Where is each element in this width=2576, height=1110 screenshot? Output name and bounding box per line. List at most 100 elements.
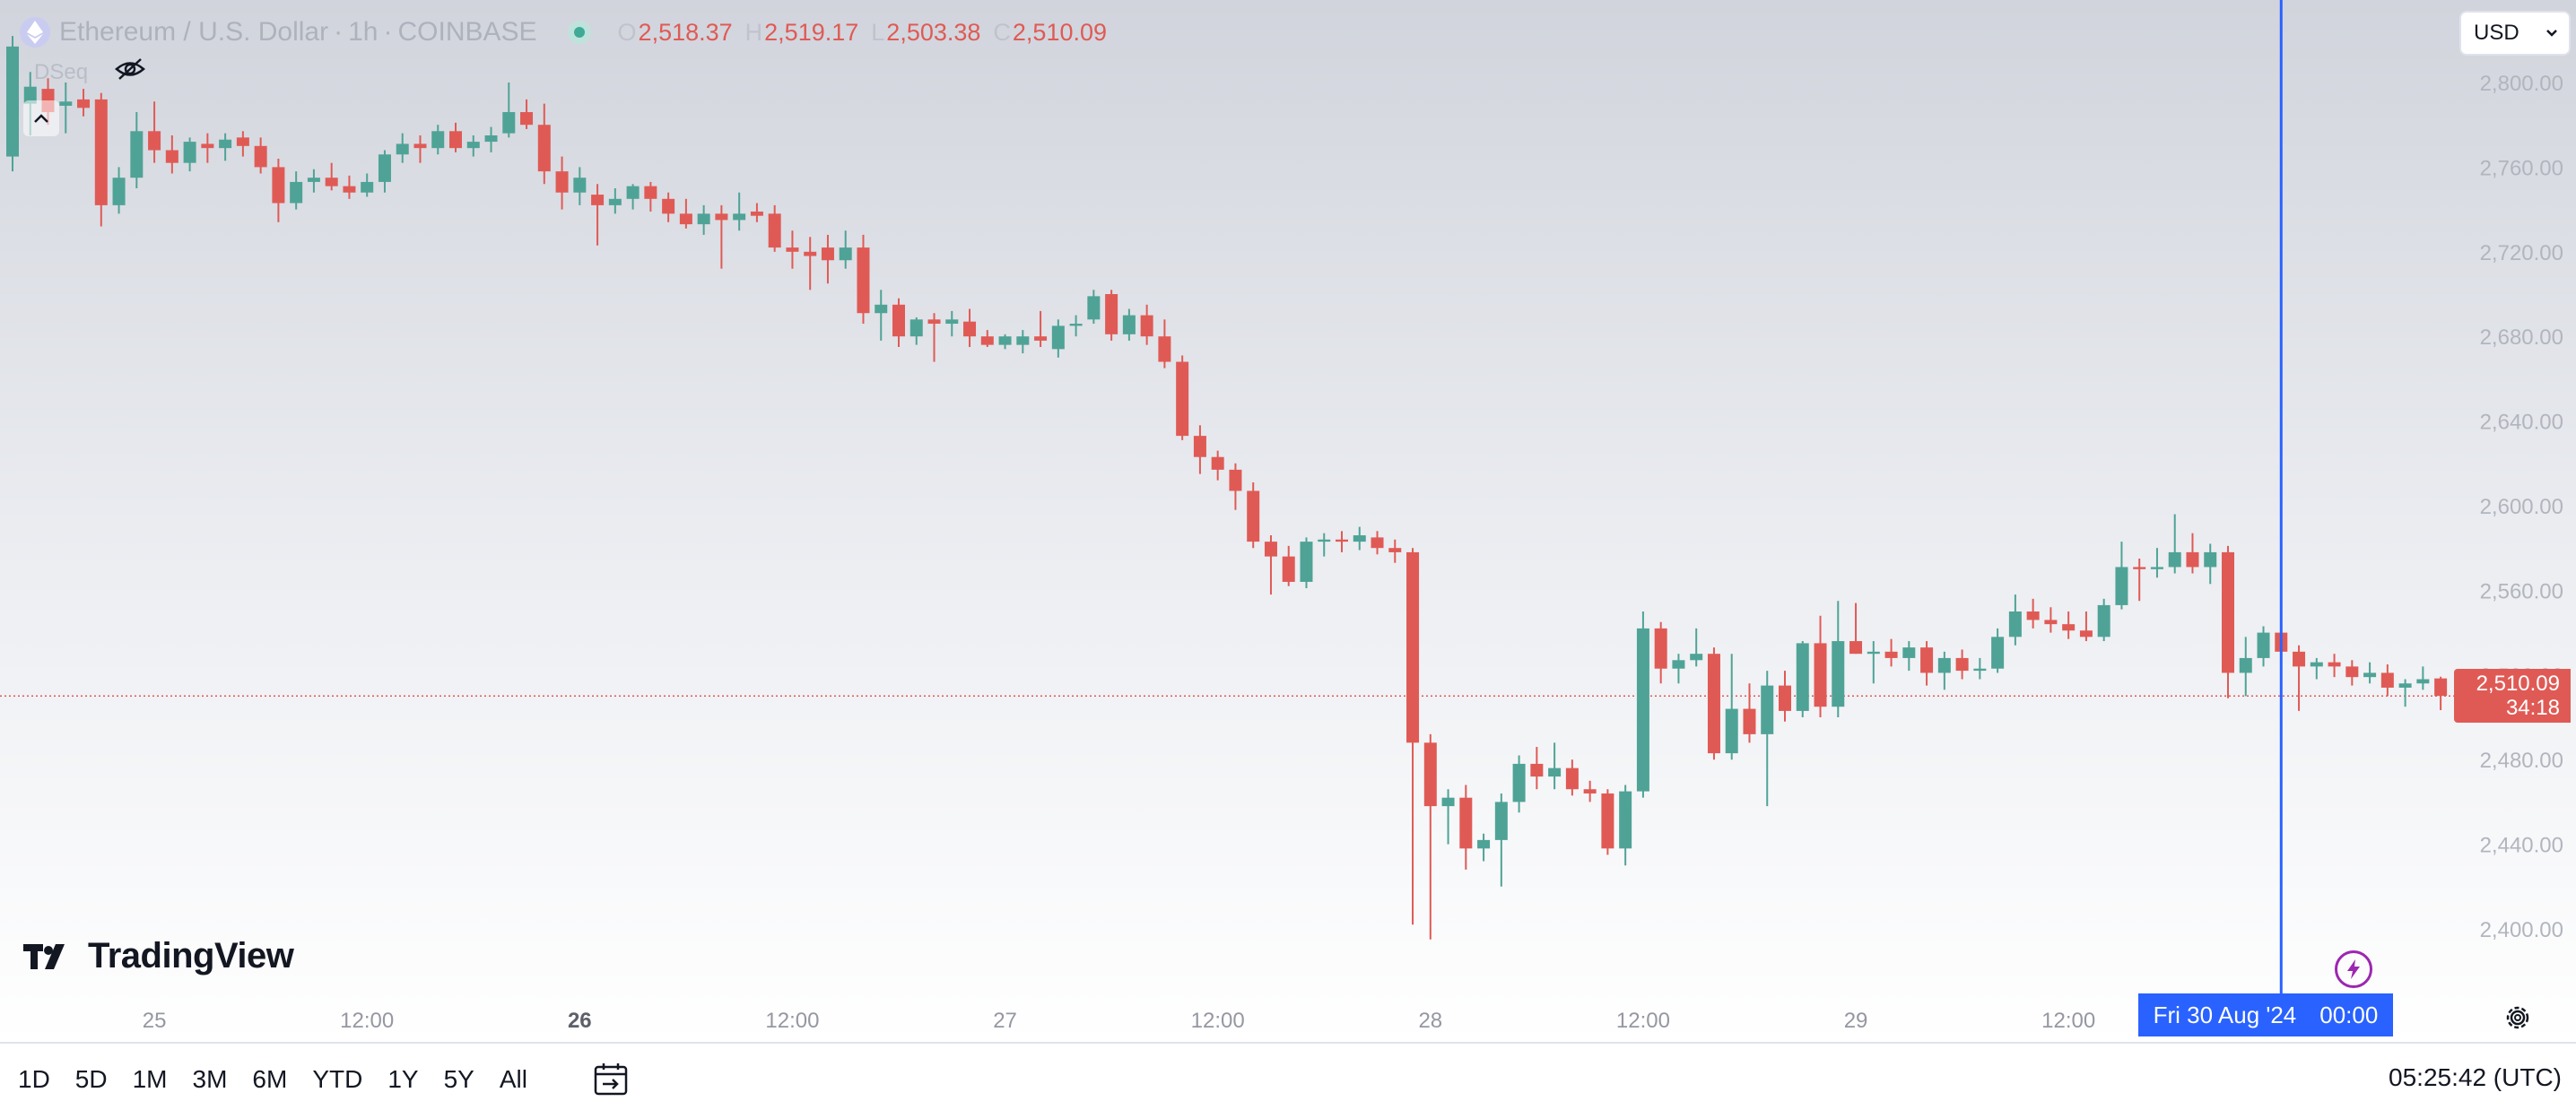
candle-body (1122, 315, 1136, 334)
candle-body (927, 319, 941, 325)
candle-body (1512, 763, 1526, 802)
candle-body (1087, 296, 1101, 320)
candle-body (1353, 535, 1366, 542)
candle-body (431, 131, 445, 149)
range-1y-button[interactable]: 1Y (387, 1065, 419, 1093)
gear-icon (2506, 1006, 2529, 1029)
range-3m-button[interactable]: 3M (192, 1065, 228, 1093)
candle-body (1459, 797, 1473, 849)
eye-off-icon[interactable] (115, 57, 145, 87)
bottom-toolbar: 1D 5D 1M 3M 6M YTD 1Y 5Y All 05:25:42 (U… (0, 1042, 2576, 1110)
candle-body (2186, 551, 2199, 568)
y-tick-label: 2,640.00 (2480, 411, 2563, 435)
candle-body (23, 86, 37, 104)
range-1d-button[interactable]: 1D (18, 1065, 50, 1093)
candle-body (1229, 469, 1242, 491)
candle-body (1832, 641, 1845, 707)
candlestick-chart[interactable]: 2,400.002,440.002,480.002,520.002,560.00… (0, 0, 2576, 1042)
range-all-button[interactable]: All (499, 1065, 527, 1093)
tradingview-logo[interactable]: TradingView (23, 936, 294, 976)
candle-body (2380, 672, 2394, 688)
range-6m-button[interactable]: 6M (252, 1065, 288, 1093)
candle-body (1247, 490, 1260, 542)
candle-body (2044, 620, 2058, 625)
indicator-label[interactable]: DSeq (34, 59, 89, 84)
range-buttons: 1D 5D 1M 3M 6M YTD 1Y 5Y All (18, 1060, 631, 1099)
candle-body (1619, 791, 1632, 849)
candle-body (254, 145, 267, 168)
candle-body (1654, 628, 1667, 669)
candle-body (2115, 567, 2128, 605)
ohlc-low: L2,503.38 (871, 18, 981, 46)
symbol-name[interactable]: Ethereum / U.S. Dollar (59, 17, 329, 47)
x-tick-label: 12:00 (340, 1009, 394, 1033)
candle-body (537, 125, 551, 172)
candle-body (1937, 657, 1951, 673)
y-tick-label: 2,560.00 (2480, 579, 2563, 603)
candle-body (1779, 685, 1791, 711)
candle-body (2416, 679, 2430, 684)
range-5d-button[interactable]: 5D (74, 1065, 108, 1093)
collapse-legend-button[interactable] (23, 100, 59, 136)
ohlc-open: O2,518.37 (617, 18, 733, 46)
range-5y-button[interactable]: 5Y (443, 1065, 474, 1093)
candle-body (236, 137, 249, 146)
candle-body (768, 213, 781, 248)
candle-body (502, 112, 516, 134)
candle-body (1849, 641, 1863, 655)
candle-body (2293, 651, 2306, 667)
candle-body (679, 213, 692, 225)
x-tick-label: 12:00 (1191, 1009, 1245, 1033)
bar-countdown: 34:18 (2505, 696, 2560, 721)
crosshair-time-label: Fri 30 Aug '24 00:00 (2138, 993, 2393, 1036)
chart-area[interactable]: 2,400.002,440.002,480.002,520.002,560.00… (0, 0, 2576, 1042)
candle-body (733, 213, 746, 221)
x-tick-label: 27 (993, 1009, 1017, 1033)
candle-body (2398, 683, 2412, 688)
range-1m-button[interactable]: 1M (132, 1065, 168, 1093)
candle-body (1494, 802, 1508, 840)
candle-body (1867, 651, 1880, 655)
crosshair-time: 00:00 (2319, 1001, 2379, 1028)
market-status-icon[interactable] (567, 21, 591, 44)
candle-body (1672, 660, 1685, 669)
candle-body (1441, 797, 1455, 807)
candle-body (1583, 789, 1597, 793)
candle-body (1991, 637, 2005, 669)
exchange-label[interactable]: COINBASE (397, 17, 537, 47)
candle-body (1069, 324, 1083, 326)
candle-body (183, 142, 196, 163)
candle-body (697, 213, 710, 225)
candle-body (1477, 839, 1491, 849)
ethereum-icon[interactable] (20, 17, 50, 48)
candle-body (1318, 539, 1331, 542)
last-price-tag: 2,510.09 34:18 (2454, 669, 2571, 724)
candle-body (591, 195, 605, 205)
candle-body (821, 247, 834, 261)
candle-body (1902, 647, 1916, 658)
candle-body (1761, 685, 1774, 734)
interval-label[interactable]: 1h (348, 17, 379, 47)
candle-body (449, 131, 462, 149)
candle-body (1690, 654, 1703, 661)
utc-clock[interactable]: 05:25:42 (UTC) (2389, 1063, 2562, 1091)
lightning-button[interactable] (2335, 950, 2372, 988)
candle-body (608, 198, 622, 205)
candle-body (520, 112, 534, 126)
candle-body (1955, 657, 1969, 672)
legend-separator: · (334, 17, 344, 47)
candle-body (892, 304, 905, 337)
y-tick-label: 2,600.00 (2480, 495, 2563, 519)
lightning-icon (2347, 959, 2360, 979)
candle-body (290, 181, 303, 204)
candle-body (1548, 767, 1562, 777)
range-ytd-button[interactable]: YTD (312, 1065, 363, 1093)
candle-body (2363, 672, 2377, 678)
candle-body (2026, 611, 2040, 620)
chart-settings-button[interactable] (2502, 1002, 2533, 1033)
calendar-arrow-icon[interactable] (592, 1060, 631, 1099)
candle-body (2345, 666, 2359, 678)
candle-body (875, 304, 888, 314)
currency-select[interactable]: USD (2459, 11, 2571, 56)
candle-body (1406, 551, 1420, 743)
